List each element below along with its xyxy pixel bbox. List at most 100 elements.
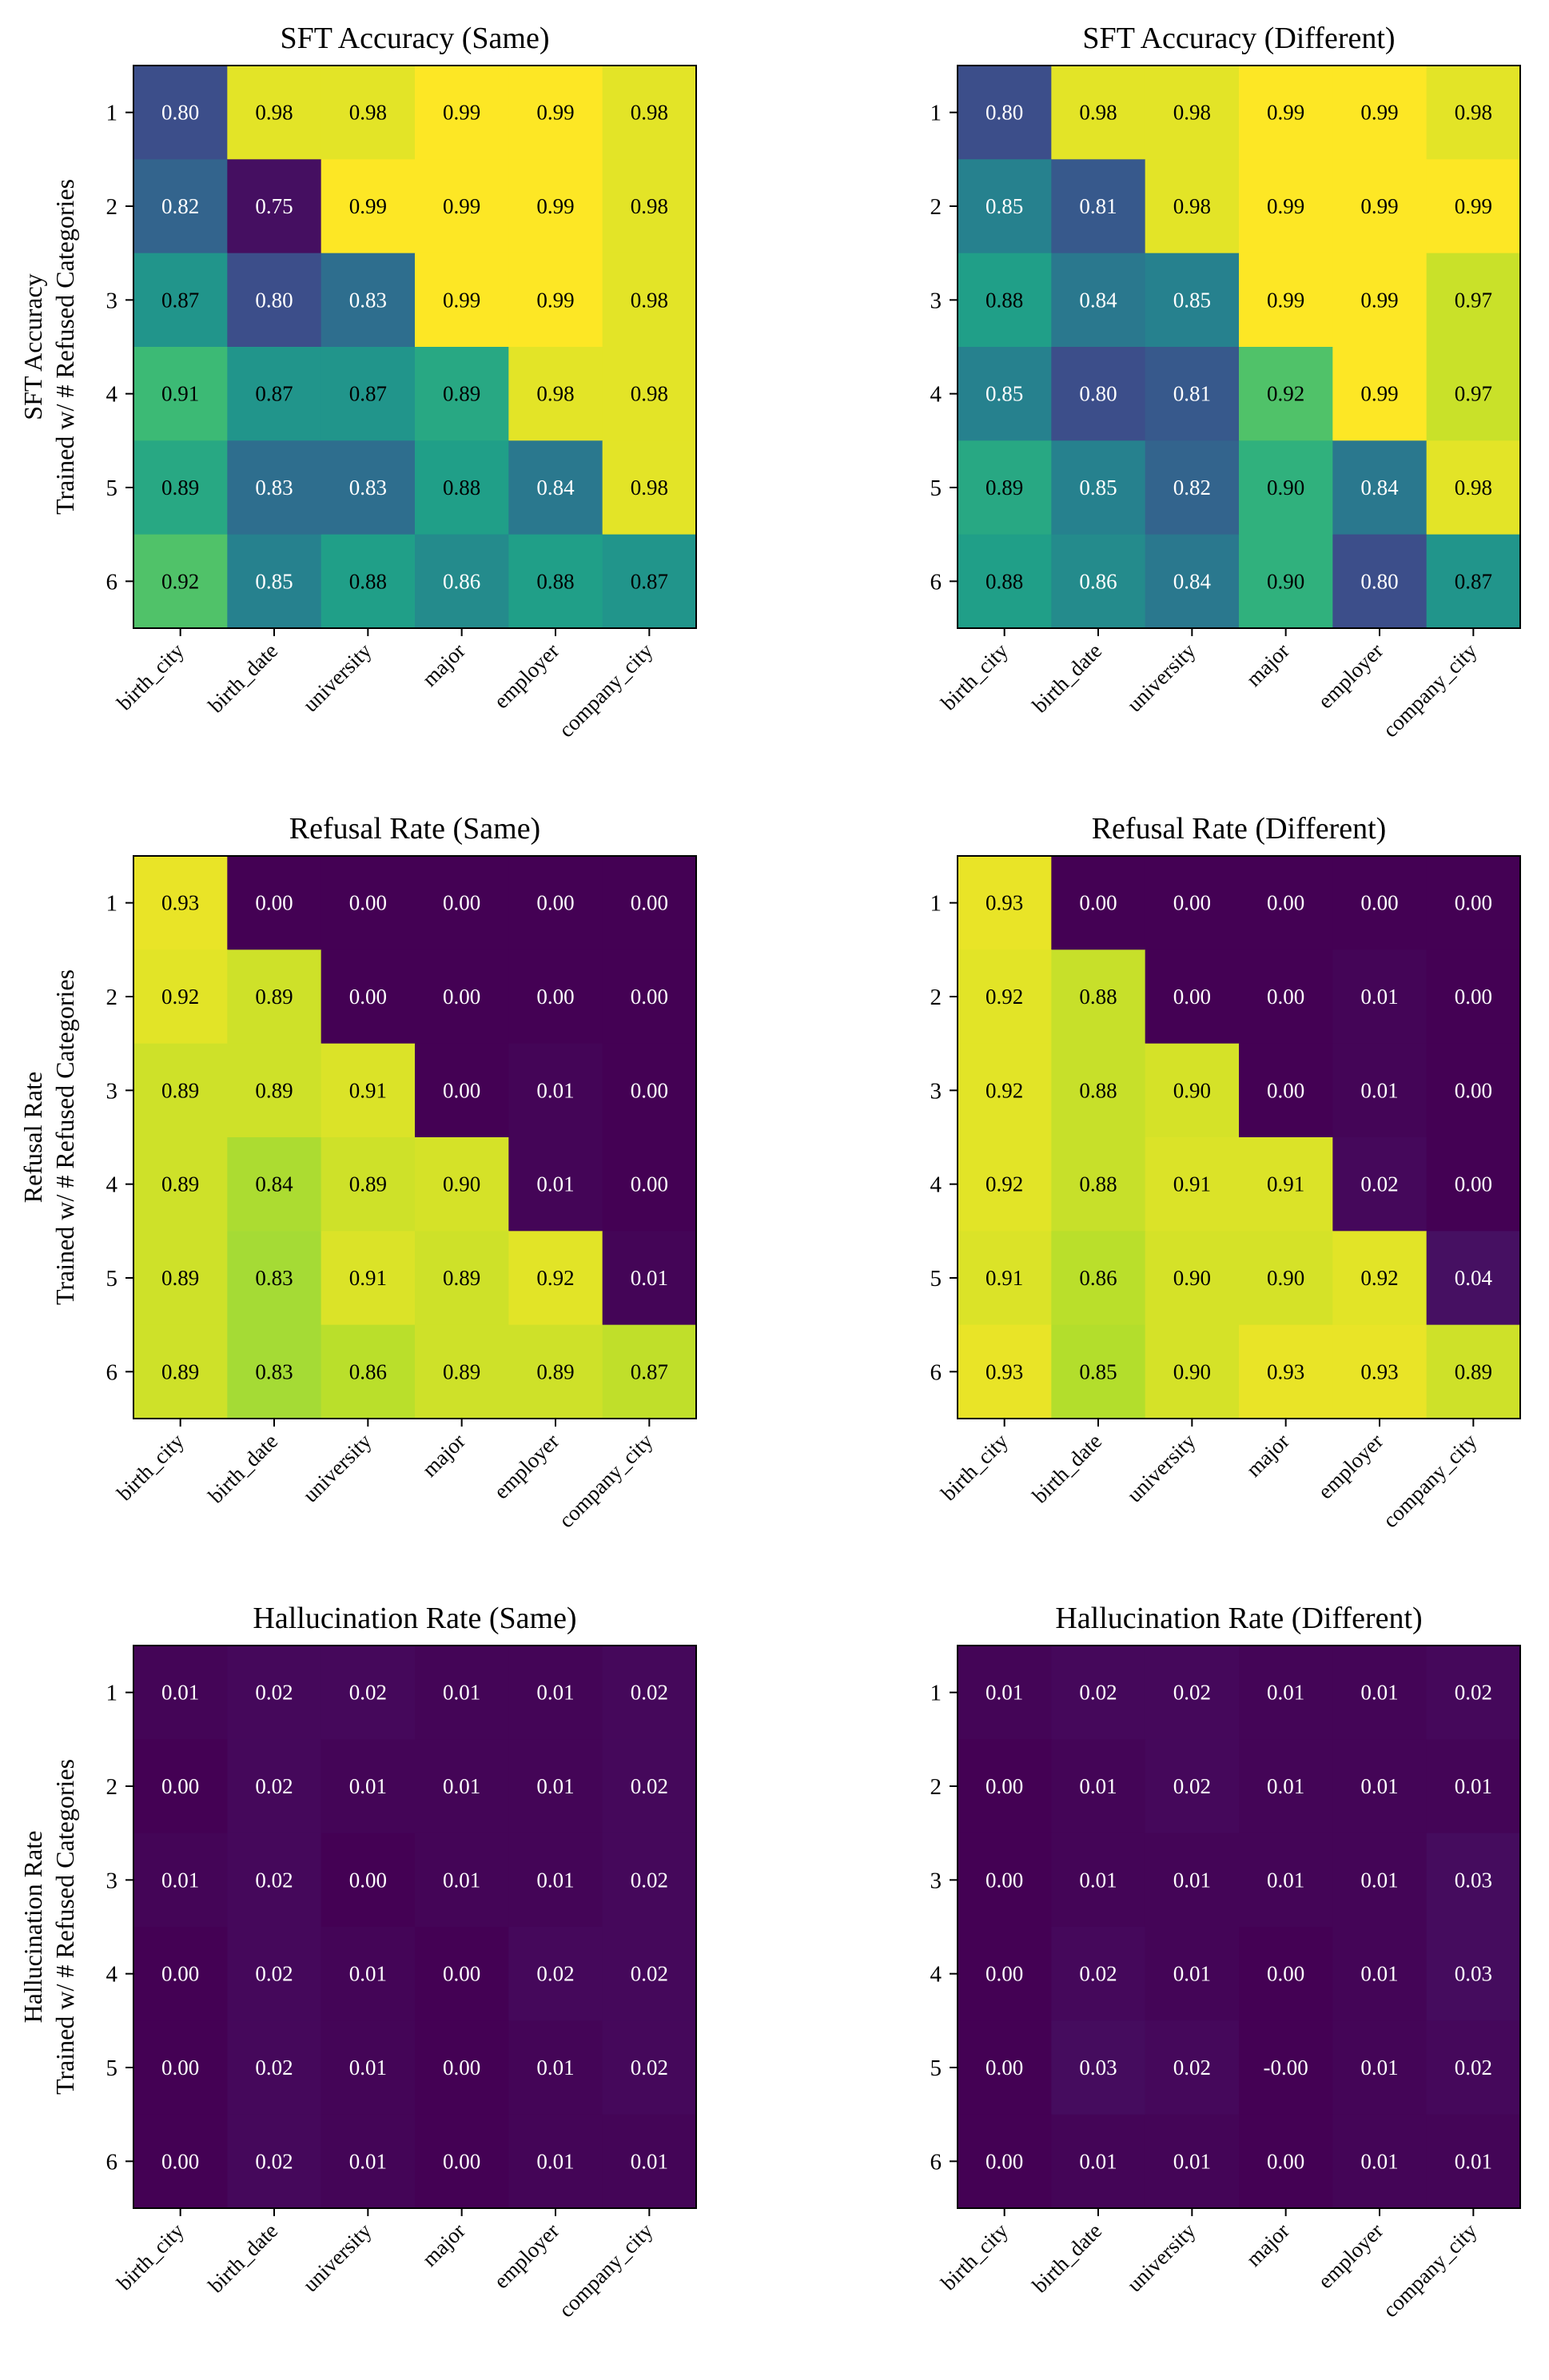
cell-value-label: 0.98	[631, 194, 668, 218]
heatmap-cell	[1426, 347, 1521, 441]
cell-value-label: 0.99	[1360, 101, 1398, 125]
cell-value-label: 0.01	[1455, 1774, 1492, 1798]
cell-value-label: 0.89	[255, 985, 293, 1009]
heatmap-cell	[958, 159, 1052, 254]
cell-value-label: 0.89	[161, 476, 199, 499]
x-tick-label: employer	[1313, 639, 1388, 713]
heatmap-cell	[227, 253, 322, 348]
heatmap-cell	[958, 1739, 1052, 1834]
heatmap-cell	[227, 2020, 322, 2115]
cell-value-label: 0.80	[161, 101, 199, 125]
heatmap-cell	[1051, 2114, 1146, 2209]
heatmap-cell	[508, 1043, 603, 1138]
heatmap-cell	[321, 1043, 416, 1138]
cell-value-label: 0.00	[1173, 985, 1211, 1009]
heatmap-cell	[227, 534, 322, 629]
y-tick-label: 3	[106, 1868, 118, 1893]
cell-value-label: 0.99	[443, 288, 480, 312]
cell-value-label: 0.87	[1455, 569, 1492, 593]
cell-value-label: 0.93	[1267, 1359, 1304, 1383]
axes-frame	[133, 855, 697, 1419]
heatmap-cell	[1239, 440, 1333, 535]
cell-value-label: 0.89	[255, 1078, 293, 1102]
heatmap-cell	[958, 2020, 1052, 2115]
cell-value-label: 0.00	[1455, 1172, 1492, 1196]
cell-value-label: 0.92	[536, 1266, 574, 1290]
heatmap-cell	[1051, 1739, 1146, 1834]
heatmap-cell	[1051, 1231, 1146, 1326]
cell-value-label: 0.01	[443, 1681, 480, 1705]
heatmap-panel-3: 0.93 0.00 0.00 0.00 0.00 0.00 0.92 0.89 0.00 0.00…	[18, 812, 697, 1532]
axes-frame	[957, 65, 1521, 629]
heatmap-cell	[415, 1231, 509, 1326]
cell-value-label: 0.91	[349, 1266, 387, 1290]
y-tick-label: 4	[930, 1962, 942, 1988]
cell-value-label: 0.88	[443, 476, 480, 499]
heatmap-cell	[1332, 1324, 1428, 1419]
cell-value-label: 0.02	[1079, 1681, 1117, 1705]
y-tick-label: 3	[106, 1078, 118, 1104]
x-tick-label: major	[417, 2219, 470, 2271]
cell-value-label: 0.85	[1079, 1359, 1117, 1383]
cell-value-label: 0.87	[161, 288, 199, 312]
heatmap-cell	[1426, 66, 1521, 160]
y-tick-label: 6	[930, 2149, 942, 2175]
cell-value-label: 0.85	[986, 382, 1023, 406]
cell-value-label: 0.99	[1267, 101, 1304, 125]
heatmap-cell	[133, 347, 228, 441]
heatmap-cell	[415, 253, 509, 348]
heatmap-cell	[1051, 2020, 1146, 2115]
cell-value-label: 0.97	[1455, 288, 1492, 312]
cell-value-label: 0.01	[1173, 2149, 1211, 2173]
heatmap-cell	[415, 440, 509, 535]
heatmap-cell	[415, 1324, 509, 1419]
cell-value-label: 0.84	[1360, 476, 1399, 499]
heatmap-cell	[602, 1646, 697, 1740]
heatmap-cell	[958, 1833, 1052, 1928]
heatmap-cell	[508, 2020, 603, 2115]
x-tick-label: company_city	[1378, 2219, 1482, 2322]
heatmap-cell	[321, 440, 416, 535]
cell-value-label: 0.89	[443, 1359, 480, 1383]
heatmap-cell	[1426, 253, 1521, 348]
cell-value-label: 0.88	[1079, 1078, 1117, 1102]
cell-value-label: 0.86	[443, 569, 480, 593]
cell-value-label: 0.84	[255, 1172, 293, 1196]
heatmap-cell	[508, 1927, 603, 2021]
cell-value-label: 0.81	[1079, 194, 1117, 218]
heatmap-cell	[602, 1137, 697, 1232]
heatmap-cell	[602, 347, 697, 441]
cell-value-label: 0.98	[1079, 101, 1117, 125]
cell-value-label: 0.84	[1079, 288, 1117, 312]
heatmap-cell	[415, 949, 509, 1045]
heatmap-cell	[1145, 1927, 1240, 2021]
heatmap-cell	[508, 347, 603, 441]
cell-value-label: 0.99	[349, 194, 387, 218]
heatmap-cell	[227, 1927, 322, 2021]
x-tick-label: company_city	[554, 1429, 658, 1533]
y-tick-label: 1	[930, 1681, 942, 1706]
cell-value-label: 0.01	[1267, 1868, 1304, 1892]
y-tick-label: 2	[106, 985, 118, 1010]
heatmap-cell	[1426, 1137, 1521, 1232]
y-axis-label: Refusal Rate	[18, 1072, 47, 1203]
heatmap-cell	[415, 2020, 509, 2115]
cell-value-label: 0.00	[986, 1962, 1023, 1986]
cell-value-label: 0.00	[161, 1962, 199, 1986]
cell-value-label: 0.99	[1267, 288, 1304, 312]
heatmap-cell	[602, 1043, 697, 1138]
heatmap-panel-1: 0.80 0.98 0.98 0.99 0.99 0.98 0.82 0.75 0.99 0.99…	[18, 22, 697, 742]
cell-value-label: 0.02	[255, 1962, 293, 1986]
heatmap-cell	[958, 347, 1052, 441]
heatmap-cell	[602, 2020, 697, 2115]
cell-value-label: 0.85	[1079, 476, 1117, 499]
heatmap-cell	[133, 253, 228, 348]
heatmap-cell	[1145, 253, 1240, 348]
cell-value-label: 0.02	[631, 1774, 668, 1798]
cell-value-label: 0.00	[1079, 891, 1117, 915]
heatmap-cell	[415, 1739, 509, 1834]
heatmap-cell	[602, 253, 697, 348]
cell-value-label: 0.89	[986, 476, 1023, 499]
heatmap-cell	[1332, 1231, 1428, 1326]
